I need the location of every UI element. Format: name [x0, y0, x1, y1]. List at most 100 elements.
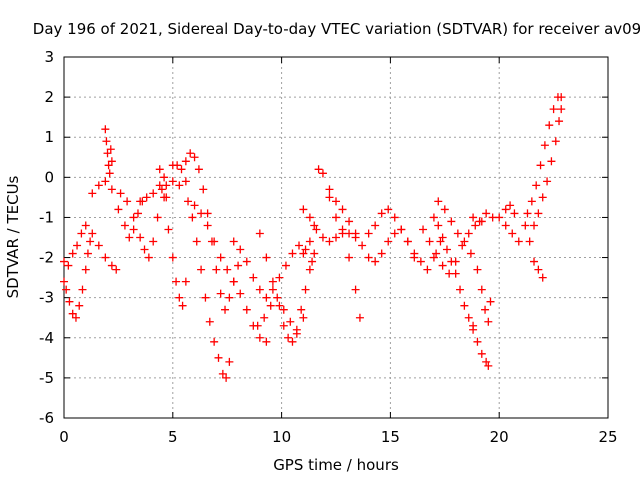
data-point	[268, 277, 277, 286]
data-point	[262, 293, 271, 302]
data-point	[214, 353, 223, 362]
data-point	[242, 305, 251, 314]
data-point	[173, 161, 182, 170]
data-point	[262, 253, 271, 262]
data-point	[114, 205, 123, 214]
data-point	[136, 197, 145, 206]
sat-trace-5	[116, 173, 171, 262]
sat-trace-6	[136, 177, 190, 206]
data-point	[532, 181, 541, 190]
data-point	[538, 193, 547, 202]
data-point	[190, 201, 199, 210]
data-point	[275, 273, 284, 282]
data-point	[149, 189, 158, 198]
data-point	[460, 301, 469, 310]
data-point	[477, 285, 486, 294]
data-point	[279, 321, 288, 330]
data-point	[475, 217, 484, 226]
data-point	[299, 249, 308, 258]
data-point	[216, 289, 225, 298]
data-point	[332, 213, 340, 222]
data-point	[438, 233, 447, 242]
sat-trace-8	[168, 149, 243, 314]
data-point	[364, 253, 373, 262]
data-point	[377, 209, 386, 218]
data-point	[508, 229, 517, 238]
data-point	[305, 213, 314, 222]
data-point	[299, 313, 308, 322]
data-point	[390, 213, 399, 222]
data-point	[255, 285, 264, 294]
data-point	[94, 181, 103, 190]
axis-ticks: 0 5 10 15 20 25 -6 -5 -4 -3 -2 -1 0 1 2 3	[39, 48, 618, 446]
data-point	[249, 273, 258, 282]
sat-trace-15	[299, 205, 360, 246]
sat-trace-14	[299, 165, 364, 322]
x-tick-label: 10	[272, 428, 291, 446]
data-point	[469, 325, 478, 334]
data-point	[338, 205, 347, 214]
sat-trace-1	[60, 237, 95, 322]
data-point	[501, 221, 510, 230]
data-point	[73, 241, 82, 250]
data-point	[266, 301, 275, 310]
y-axis-label: SDTVAR / TECUs	[4, 175, 22, 298]
data-point	[149, 237, 158, 246]
data-point	[484, 361, 493, 370]
x-tick-label: 0	[59, 428, 69, 446]
data-point	[129, 213, 138, 222]
chart-title: Day 196 of 2021, Sidereal Day-to-day VTE…	[33, 20, 640, 38]
data-point	[438, 261, 447, 270]
data-point	[345, 253, 354, 262]
sat-trace-18	[419, 217, 486, 278]
data-point	[181, 277, 190, 286]
data-point	[557, 93, 566, 102]
data-point	[60, 257, 68, 266]
data-point	[65, 297, 74, 306]
sat-trace-21	[469, 325, 493, 370]
data-point	[212, 265, 221, 274]
data-point	[83, 249, 92, 258]
data-point	[279, 305, 288, 314]
data-point	[318, 233, 327, 242]
data-point	[425, 237, 434, 246]
data-point	[188, 213, 197, 222]
data-point	[453, 229, 462, 238]
data-point	[410, 249, 419, 258]
data-point	[162, 181, 171, 190]
data-point	[297, 305, 306, 314]
data-point	[432, 249, 441, 258]
data-point	[530, 221, 539, 230]
data-point	[447, 257, 456, 266]
data-point	[78, 285, 87, 294]
data-point	[318, 169, 327, 178]
data-point	[325, 193, 334, 202]
data-point	[236, 289, 245, 298]
data-point	[168, 177, 177, 186]
data-point	[555, 117, 564, 126]
data-point	[144, 253, 153, 262]
data-point	[310, 249, 319, 258]
data-point	[545, 121, 554, 130]
data-point	[136, 233, 145, 242]
data-point	[403, 237, 412, 246]
data-point	[416, 257, 425, 266]
data-point	[88, 189, 97, 198]
data-point	[549, 105, 558, 114]
data-point	[471, 221, 480, 230]
data-point	[429, 213, 438, 222]
data-point	[521, 221, 530, 230]
x-axis-label: GPS time / hours	[273, 456, 399, 474]
data-point	[102, 137, 111, 146]
data-point	[106, 145, 115, 154]
data-point	[523, 209, 532, 218]
data-point	[482, 209, 491, 218]
sat-trace-20	[434, 197, 495, 326]
data-point	[525, 237, 534, 246]
y-tick-label: -6	[39, 409, 54, 427]
x-tick-label: 20	[490, 428, 509, 446]
data-point	[81, 221, 90, 230]
data-point	[295, 241, 304, 250]
data-point	[168, 253, 177, 262]
